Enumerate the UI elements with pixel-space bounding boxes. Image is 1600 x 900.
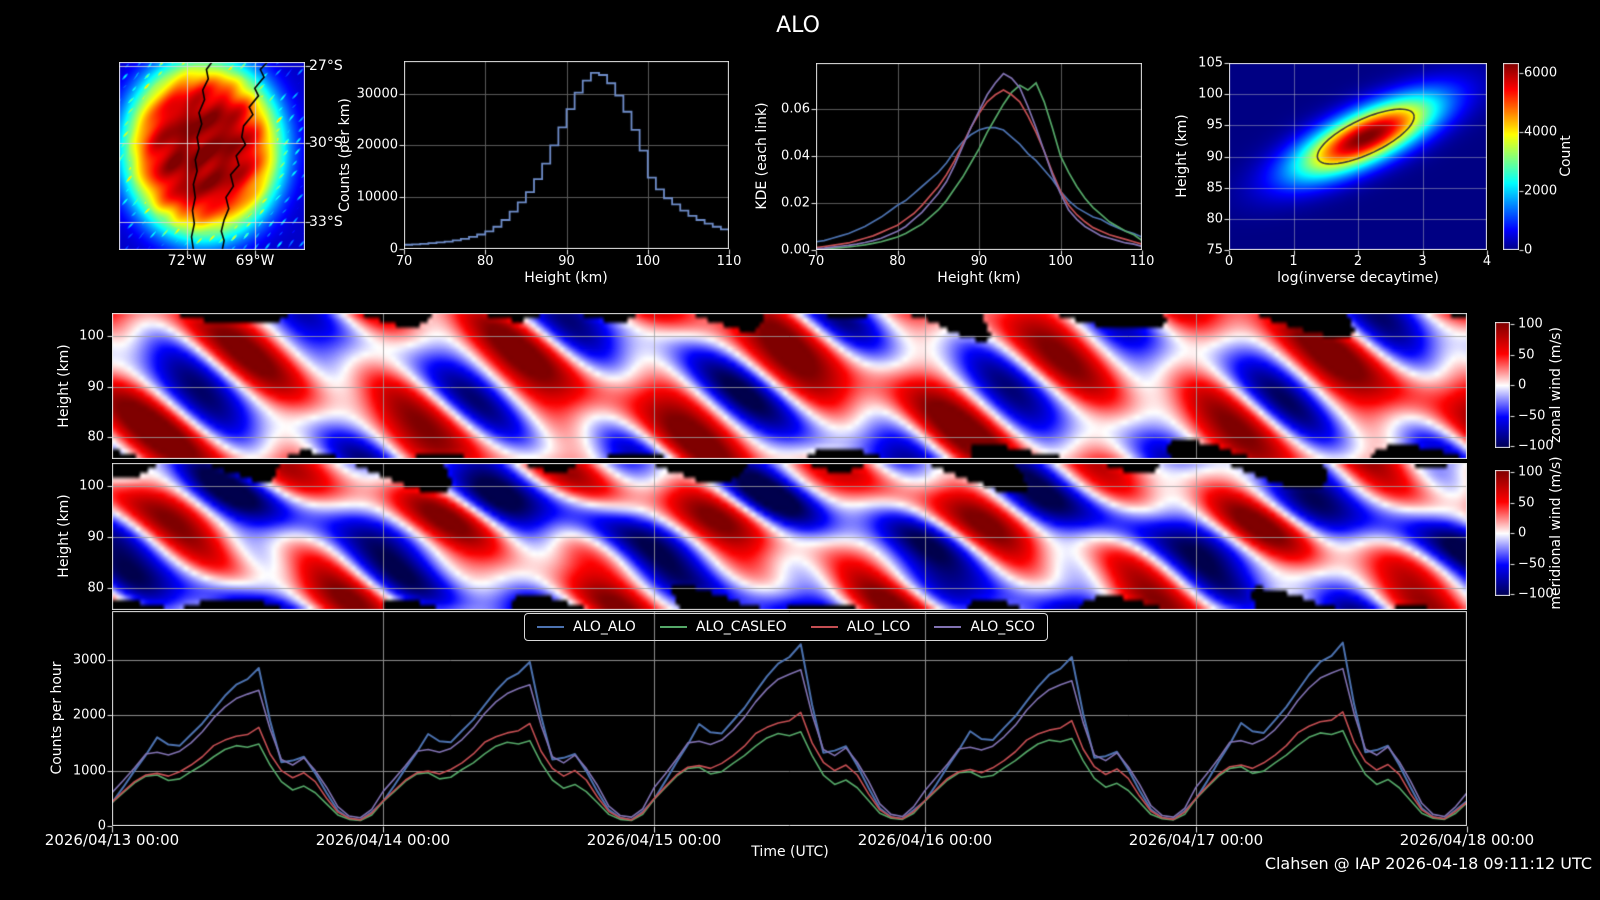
hist-xlabel: Height (km) bbox=[524, 270, 608, 286]
kde-xtick: 100 bbox=[1048, 254, 1073, 269]
decay-xtick: 1 bbox=[1289, 254, 1298, 269]
decaytime-hist2d-canvas bbox=[1229, 63, 1487, 250]
kde-xtick: 70 bbox=[807, 254, 825, 269]
counts-ytick: 3000 bbox=[72, 652, 106, 668]
decay-ytick: 85 bbox=[1206, 180, 1223, 196]
kde-xlabel: Height (km) bbox=[937, 270, 1021, 286]
meridional-wind-canvas bbox=[112, 463, 1467, 610]
hist-xtick: 70 bbox=[395, 254, 413, 269]
kde-ytick: 0.02 bbox=[781, 195, 810, 211]
decay-xlabel: log(inverse decaytime) bbox=[1277, 270, 1439, 286]
map-ytick: 30°S bbox=[309, 135, 343, 151]
zonal-colorbar-label: zonal wind (m/s) bbox=[1548, 327, 1564, 443]
meridional-colorbar-tick: −50 bbox=[1518, 556, 1546, 571]
kde-xtick: 90 bbox=[970, 254, 988, 269]
decay-ytick: 75 bbox=[1206, 242, 1223, 258]
zonal-colorbar-tick: 0 bbox=[1518, 377, 1527, 393]
hist-xtick: 100 bbox=[635, 254, 661, 269]
legend-line-alo-lco bbox=[810, 626, 838, 628]
counts-ytick: 2000 bbox=[72, 707, 106, 723]
zonal-ytick: 90 bbox=[87, 379, 104, 394]
kde-ytick: 0.00 bbox=[781, 242, 810, 258]
kde-xtick: 80 bbox=[889, 254, 906, 269]
legend-label-alo-casleo: ALO_CASLEO bbox=[695, 619, 787, 635]
zonal-colorbar-tick: 50 bbox=[1518, 347, 1535, 362]
decay-ytick: 105 bbox=[1198, 55, 1223, 71]
time-xtick: 2026/04/15 00:00 bbox=[586, 831, 722, 849]
zonal-colorbar-canvas bbox=[1495, 322, 1510, 448]
legend-item-alo-casleo: ALO_CASLEO bbox=[659, 619, 787, 635]
hist-ytick: 0 bbox=[389, 241, 398, 257]
counts-timeseries-canvas bbox=[112, 611, 1467, 826]
meridional-colorbar-canvas bbox=[1495, 470, 1510, 596]
legend-label-alo-sco: ALO_SCO bbox=[970, 619, 1035, 635]
hist-ytick: 10000 bbox=[356, 189, 398, 205]
decay-ytick: 100 bbox=[1198, 86, 1223, 102]
map-ytick: 27°S bbox=[309, 58, 343, 74]
hist-xtick: 90 bbox=[558, 254, 575, 269]
page-title: ALO bbox=[776, 13, 820, 38]
map-ytick: 33°S bbox=[309, 214, 343, 230]
hist-xtick: 80 bbox=[476, 254, 494, 269]
decay-ytick: 80 bbox=[1206, 211, 1223, 227]
kde-xtick: 110 bbox=[1129, 254, 1155, 269]
legend-item-alo-sco: ALO_SCO bbox=[934, 619, 1035, 635]
kde-ytick: 0.06 bbox=[781, 101, 810, 117]
time-xlabel: Time (UTC) bbox=[751, 844, 829, 860]
counts-ytick: 1000 bbox=[72, 763, 106, 779]
meridional-colorbar-tick: 100 bbox=[1518, 464, 1543, 480]
map-xtick: 72°W bbox=[167, 253, 207, 269]
decay-xtick: 0 bbox=[1224, 254, 1234, 269]
legend-item-alo-alo: ALO_ALO bbox=[537, 619, 636, 635]
map-xtick: 69°W bbox=[235, 253, 275, 269]
kde-ytick: 0.04 bbox=[781, 148, 810, 164]
zonal-ytick: 100 bbox=[79, 328, 104, 344]
hist-ytick: 30000 bbox=[356, 86, 398, 102]
decay-xtick: 2 bbox=[1353, 254, 1363, 269]
time-xtick: 2026/04/16 00:00 bbox=[857, 831, 993, 849]
legend: ALO_ALO ALO_CASLEO ALO_LCO ALO_SCO bbox=[524, 613, 1048, 641]
count-colorbar-label: Count bbox=[1558, 135, 1574, 177]
count-colorbar-tick: 4000 bbox=[1524, 124, 1558, 140]
legend-item-alo-lco: ALO_LCO bbox=[810, 619, 911, 635]
decay-ytick: 90 bbox=[1206, 149, 1223, 164]
decay-ytick: 95 bbox=[1206, 117, 1223, 133]
legend-label-alo-alo: ALO_ALO bbox=[573, 619, 636, 635]
zonal-colorbar-tick: 100 bbox=[1518, 316, 1543, 332]
count-colorbar-canvas bbox=[1503, 63, 1519, 250]
time-xtick: 2026/04/18 00:00 bbox=[1399, 831, 1535, 849]
decay-xtick: 3 bbox=[1418, 254, 1427, 269]
credit-text: Clahsen @ IAP 2026-04-18 09:11:12 UTC bbox=[1264, 854, 1592, 873]
meridional-colorbar-tick: 50 bbox=[1518, 495, 1535, 510]
hist-ytick: 20000 bbox=[356, 137, 398, 153]
time-xtick: 2026/04/13 00:00 bbox=[44, 831, 180, 849]
legend-line-alo-casleo bbox=[659, 626, 687, 628]
count-colorbar-tick: 0 bbox=[1524, 242, 1533, 258]
count-colorbar-tick: 6000 bbox=[1524, 65, 1558, 81]
legend-line-alo-alo bbox=[537, 626, 565, 628]
count-colorbar-tick: 2000 bbox=[1524, 183, 1558, 199]
zonal-colorbar-tick: −50 bbox=[1518, 408, 1546, 423]
meridional-ytick: 90 bbox=[87, 529, 104, 545]
zonal-wind-canvas bbox=[112, 313, 1467, 459]
time-xtick: 2026/04/17 00:00 bbox=[1128, 831, 1264, 849]
meridional-ytick: 100 bbox=[79, 478, 104, 494]
legend-label-alo-lco: ALO_LCO bbox=[846, 619, 911, 635]
legend-line-alo-sco bbox=[934, 626, 962, 628]
meridional-ytick: 80 bbox=[87, 580, 104, 596]
counts-ytick: 0 bbox=[97, 818, 106, 834]
zonal-colorbar-tick: −100 bbox=[1518, 438, 1554, 454]
hist-xtick: 110 bbox=[716, 254, 742, 269]
decay-xtick: 4 bbox=[1482, 254, 1492, 269]
meridional-colorbar-tick: 0 bbox=[1518, 525, 1527, 541]
zonal-ytick: 80 bbox=[87, 429, 104, 445]
time-xtick: 2026/04/14 00:00 bbox=[315, 831, 451, 849]
meridional-colorbar-tick: −100 bbox=[1518, 586, 1554, 602]
